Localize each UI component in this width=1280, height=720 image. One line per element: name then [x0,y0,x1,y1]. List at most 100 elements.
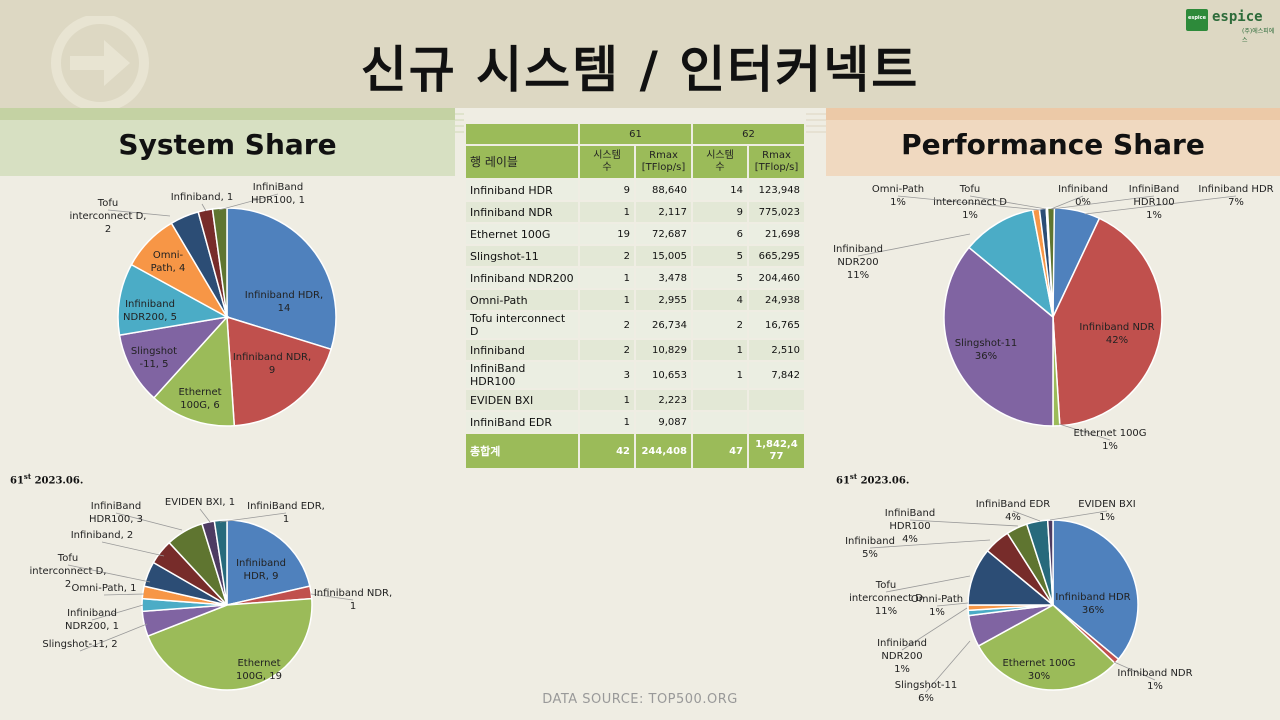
table-cell [691,388,749,412]
table-total-cell: 1,842,477 [747,432,806,470]
table-cell: 88,640 [634,178,693,202]
leader-line [901,607,968,651]
leader-line [107,209,171,217]
pie-label: Slingshot-11 6% [895,680,958,704]
logo-mark-icon: espice [1186,9,1208,31]
pie-label: Slingshot-11, 2 [42,639,117,650]
table-total-label: 총합계 [464,432,580,470]
system-share-band: System Share [0,108,455,176]
pie-label: Tofu interconnect D, 2 [69,198,146,235]
leader-line [885,575,971,593]
table-cell: 2 [691,310,749,340]
table-row: InfiniBand EDR 1 9,087 [464,410,806,434]
table-cell: 665,295 [747,244,806,268]
table-cell: 3,478 [634,266,693,290]
leader-line [1012,510,1041,522]
pie-label: Infiniband NDR200 1% [877,638,927,675]
system-share-label: System Share [118,128,337,161]
table-cell: 2,955 [634,288,693,312]
pie-label: Infiniband HDR, 9 [236,558,286,582]
table-cell: 9,087 [634,410,693,434]
table-cell: 19 [578,222,636,246]
table-cell: 1 [578,200,636,224]
pie-label: Omni-Path 1% [872,184,924,208]
table-group-62: 62 [691,122,806,146]
pie-slice-infiniband-hdr [226,207,337,351]
pie-slice-ethernet-100g [977,604,1117,691]
leader-line [869,539,991,549]
leader-line [857,233,971,257]
table-cell [747,410,806,434]
pie-label: Infiniband NDR 1% [1117,668,1192,692]
table-total-cell: 47 [691,432,749,470]
table-cell: 21,698 [747,222,806,246]
pie-slice-infiniband-edr [213,519,228,606]
pie-label: Infiniband HDR 36% [1055,592,1130,616]
leader-line [925,640,971,693]
table-cell: 1 [578,288,636,312]
pie-label: Infiniband NDR, 9 [233,352,311,376]
table-row-label: InfiniBand HDR100 [464,360,580,390]
leader-line [103,593,145,596]
table-row-label: Infiniband NDR [464,200,580,224]
leader-line [310,593,354,601]
pie-label: Slingshot -11, 5 [131,346,177,370]
performance-share-band: Performance Share [826,108,1280,176]
table-row-label: Infiniband NDR200 [464,266,580,290]
pie-label: Omni-Path, 4 [151,250,186,274]
edition-label-right: 61st 2023.06. [836,472,910,487]
pie-slice-slingshot-11 [943,246,1054,427]
table-cell [691,410,749,434]
pie-label: Ethernet 100G 30% [1002,658,1075,682]
table-row: Infiniband 2 10,829 1 2,510 [464,338,806,362]
pie-label: Infiniband NDR200 11% [833,244,883,281]
table-cell [747,388,806,412]
table-cell: 1 [578,410,636,434]
table-cell: 5 [691,244,749,268]
pie-label: Infiniband, 2 [71,530,134,541]
edition-label-left: 61st 2023.06. [10,472,84,487]
table-subheader: 시스템 수 [691,144,749,180]
leader-line [67,564,151,583]
table-row-label: InfiniBand EDR [464,410,580,434]
table-subheader: Rmax [TFlop/s] [634,144,693,180]
pie-label: InfiniBand HDR100 4% [885,508,935,545]
pie-slice-slingshot-11 [118,315,230,399]
pie-label: Ethernet 100G, 19 [236,658,282,682]
pie-label: Infiniband HDR 7% [1198,184,1273,208]
table-row-label: Infiniband [464,338,580,362]
leader-line [1084,195,1237,215]
pie-label: Omni-Path 1% [911,594,963,618]
table-cell: 1 [578,388,636,412]
table-cell: 2 [578,244,636,268]
pie-label: Infiniband NDR200, 1 [65,608,119,632]
pie-slice-ethernet-100g [146,597,313,691]
logo-text: espice [1212,9,1263,25]
table-cell: 775,023 [747,200,806,224]
table-row-label: EVIDEN BXI [464,388,580,412]
table-cell: 7,842 [747,360,806,390]
pie-label: Ethernet 100G, 6 [178,387,221,411]
leader-line [1058,423,1111,441]
table-cell: 1 [691,360,749,390]
pie-label: EVIDEN BXI 1% [1078,499,1135,523]
pie-label: Infiniband NDR200, 5 [123,299,177,323]
table-group-61: 61 [578,122,693,146]
table-row: Infiniband NDR 1 2,117 9 775,023 [464,200,806,224]
leader-line [1049,510,1108,521]
pie-label: Infiniband, 1 [171,192,234,203]
leader-line [218,193,279,211]
table-cell: 10,829 [634,338,693,362]
pie-slice-infiniband-ndr [226,315,333,427]
pie-label: InfiniBand HDR100 1% [1129,184,1179,221]
leader-line [91,604,144,621]
table-cell: 9 [691,200,749,224]
table-cell: 24,938 [747,288,806,312]
table-cell: 204,460 [747,266,806,290]
table-cell: 2,117 [634,200,693,224]
leader-line [199,508,211,523]
table-cell: 16,765 [747,310,806,340]
header-bar: 신규 시스템 / 인터커넥트 espice espice (주)에스피에스 [0,0,1280,110]
table-row-label: Tofu interconnect D [464,310,580,340]
